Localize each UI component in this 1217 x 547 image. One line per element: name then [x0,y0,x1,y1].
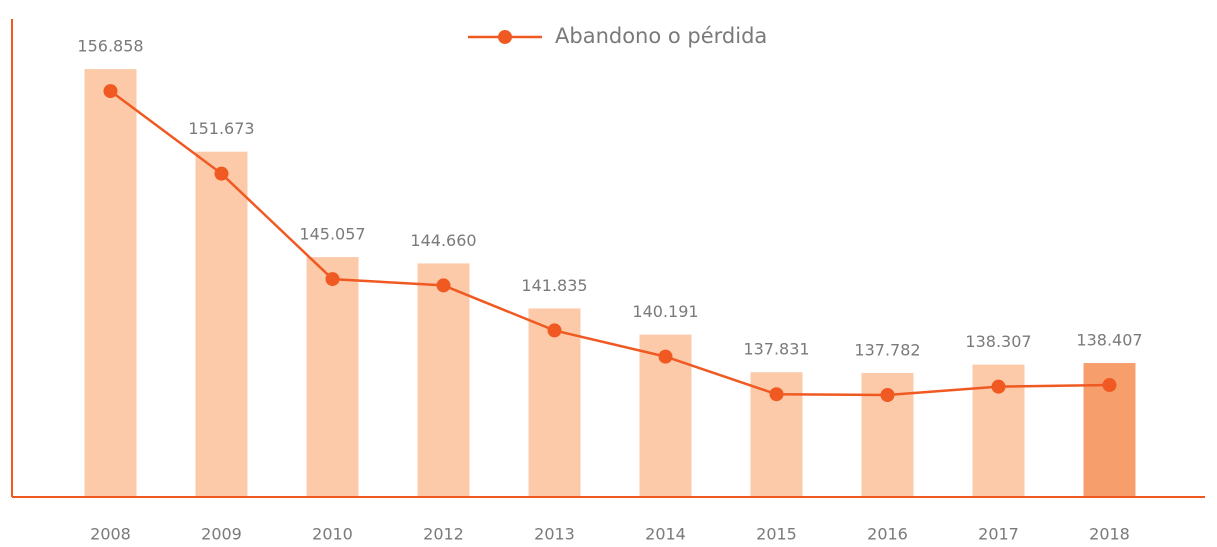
line-marker [547,323,562,338]
legend-label: Abandono o pérdida [555,24,767,48]
x-tick-label: 2012 [423,525,464,544]
data-label: 137.831 [743,340,809,359]
line-marker [103,84,118,99]
data-label: 145.057 [299,225,365,244]
line-marker [658,349,673,364]
line-marker [769,387,784,402]
bar [84,69,137,497]
x-tick-label: 2018 [1089,525,1130,544]
data-label: 138.407 [1076,331,1142,350]
data-label: 140.191 [632,302,698,321]
bar [417,263,470,497]
line [109,90,1110,397]
legend: Abandono o pérdida [468,24,767,48]
x-tick-label: 2008 [90,525,131,544]
data-label: 144.660 [410,231,476,250]
bar [306,257,359,497]
data-label: 137.782 [854,341,920,360]
x-tick-label: 2009 [201,525,242,544]
x-tick-label: 2016 [867,525,908,544]
line-marker [436,278,451,293]
x-tick-label: 2017 [978,525,1019,544]
x-tick-label: 2015 [756,525,797,544]
data-label: 156.858 [77,37,143,56]
x-tick-label: 2013 [534,525,575,544]
legend-marker [498,30,512,44]
line-marker [325,272,340,287]
bar [195,151,248,497]
data-label: 151.673 [188,119,254,138]
bar [528,308,581,497]
line-marker [1102,378,1117,393]
data-label: 141.835 [521,276,587,295]
data-label: 138.307 [965,332,1031,351]
x-tick-label: 2014 [645,525,686,544]
line-marker [880,388,895,403]
line-marker [991,379,1006,394]
line-marker [214,166,229,181]
x-tick-label: 2010 [312,525,353,544]
